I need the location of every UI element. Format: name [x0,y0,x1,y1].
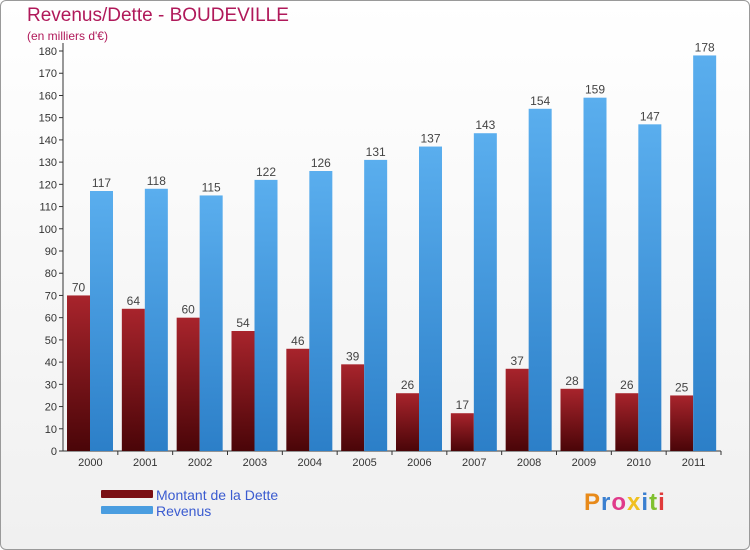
y-tick-label: 130 [39,157,57,169]
x-tick-label: 2002 [188,457,212,469]
y-tick-label: 0 [51,446,57,458]
proxiti-logo: Proxiti [584,489,666,516]
y-tick-label: 70 [45,290,57,302]
bar-dette [121,308,145,451]
value-label-dette: 28 [565,374,579,388]
x-tick-label: 2001 [133,457,157,469]
bar-revenus [583,97,607,452]
value-label-dette: 37 [510,354,524,368]
y-tick-label: 180 [39,46,57,58]
y-tick-label: 30 [45,379,57,391]
bar-revenus [364,159,388,451]
value-label-revenus: 137 [420,132,440,146]
x-tick-label: 2010 [627,457,651,469]
bar-revenus [693,55,717,451]
y-tick-label: 40 [45,357,57,369]
bar-dette [341,364,365,451]
y-tick-label: 120 [39,179,57,191]
bar-revenus [419,146,442,452]
y-tick-label: 20 [45,402,57,414]
x-tick-label: 2004 [298,457,322,469]
legend-label-revenus: Revenus [156,503,212,519]
value-label-revenus: 118 [147,174,166,188]
x-tick-label: 2000 [78,457,102,469]
value-label-revenus: 117 [92,176,111,190]
chart-subtitle: (en milliers d'€) [27,29,108,43]
x-tick-label: 2007 [462,457,486,469]
bar-revenus [528,108,552,452]
value-label-dette: 26 [620,378,634,392]
bar-dette [560,388,584,451]
value-label-revenus: 154 [530,94,550,108]
y-tick-label: 50 [45,335,57,347]
bar-dette [286,348,310,451]
x-tick-label: 2011 [682,457,706,469]
value-label-dette: 60 [181,303,195,317]
bar-dette [396,393,419,451]
y-tick-label: 10 [45,424,57,436]
bar-dette [505,368,529,451]
y-tick-label: 90 [45,246,57,258]
bar-revenus [144,188,168,451]
chart-title: Revenus/Dette - BOUDEVILLE [27,5,289,26]
value-label-dette: 70 [72,280,86,294]
bar-revenus [199,195,223,451]
x-tick-label: 2005 [352,457,376,469]
value-label-dette: 54 [236,316,250,330]
x-tick-label: 2006 [407,457,431,469]
value-label-revenus: 143 [475,118,495,132]
bar-revenus [90,191,113,451]
x-tick-label: 2008 [517,457,541,469]
legend-swatch-revenus [101,506,153,514]
bar-dette [231,331,255,451]
value-label-dette: 64 [127,294,141,308]
value-label-dette: 25 [675,380,689,394]
legend-label-dette: Montant de la Dette [156,487,279,503]
value-label-revenus: 159 [585,83,605,97]
bar-revenus [309,171,333,451]
value-label-revenus: 147 [640,109,660,123]
y-tick-label: 150 [39,113,57,125]
legend-swatch-dette [101,490,153,498]
bar-dette [67,295,90,451]
bar-dette [615,393,639,451]
value-label-revenus: 115 [202,180,221,194]
value-label-revenus: 131 [366,145,386,159]
x-tick-label: 2003 [243,457,267,469]
value-label-revenus: 122 [256,165,276,179]
value-label-revenus: 126 [311,156,331,170]
y-tick-label: 60 [45,313,57,325]
bar-dette [176,317,200,451]
y-tick-label: 140 [39,135,57,147]
bar-dette [450,413,474,451]
bar-revenus [254,179,278,451]
value-label-dette: 17 [456,398,470,412]
value-label-revenus: 178 [695,40,715,54]
bar-revenus [473,133,497,451]
bar-dette [670,395,694,451]
y-tick-label: 80 [45,268,57,280]
value-label-dette: 39 [346,349,360,363]
value-label-dette: 26 [401,378,415,392]
y-tick-label: 160 [39,90,57,102]
y-tick-label: 100 [39,224,57,236]
x-tick-label: 2009 [572,457,596,469]
value-label-dette: 46 [291,334,305,348]
y-tick-label: 110 [39,202,57,214]
y-tick-label: 170 [39,68,57,80]
bar-revenus [638,124,662,451]
